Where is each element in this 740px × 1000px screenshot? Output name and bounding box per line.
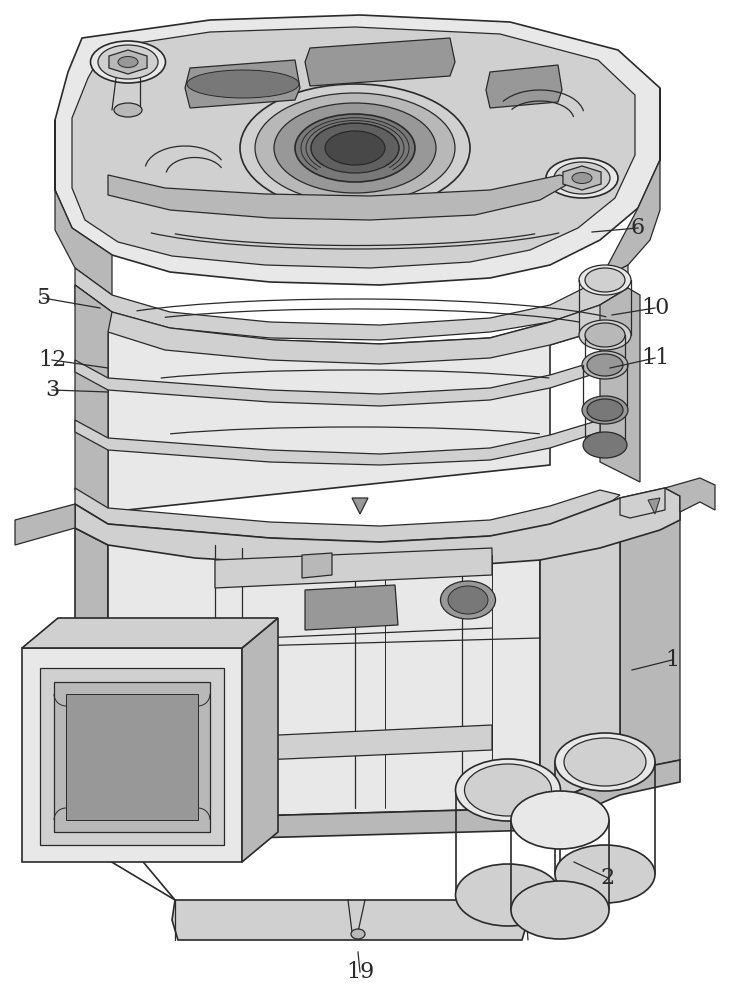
Polygon shape (75, 285, 112, 510)
Polygon shape (75, 285, 628, 364)
Polygon shape (486, 65, 562, 108)
Ellipse shape (583, 432, 627, 458)
Polygon shape (108, 175, 575, 220)
Text: 11: 11 (641, 347, 669, 369)
Polygon shape (302, 553, 332, 578)
Polygon shape (15, 504, 75, 545)
Text: 6: 6 (631, 217, 645, 239)
Polygon shape (109, 50, 147, 74)
Text: 19: 19 (346, 961, 374, 983)
Ellipse shape (118, 56, 138, 68)
Polygon shape (55, 120, 112, 295)
Ellipse shape (465, 764, 551, 816)
Ellipse shape (546, 158, 618, 198)
Polygon shape (215, 725, 492, 762)
Polygon shape (75, 488, 620, 542)
Ellipse shape (587, 399, 623, 421)
Polygon shape (66, 694, 198, 820)
Text: 5: 5 (36, 287, 50, 309)
Ellipse shape (564, 738, 646, 786)
Ellipse shape (456, 864, 560, 926)
Polygon shape (600, 88, 660, 280)
Ellipse shape (295, 114, 415, 182)
Polygon shape (352, 498, 368, 514)
Ellipse shape (255, 93, 455, 203)
Polygon shape (75, 528, 108, 820)
Polygon shape (242, 618, 278, 862)
Polygon shape (75, 265, 628, 340)
Ellipse shape (585, 268, 625, 292)
Polygon shape (172, 900, 528, 940)
Polygon shape (108, 545, 540, 820)
Ellipse shape (114, 103, 142, 117)
Ellipse shape (587, 354, 623, 376)
Polygon shape (305, 38, 455, 86)
Ellipse shape (579, 320, 631, 350)
Polygon shape (305, 585, 398, 630)
Ellipse shape (572, 172, 592, 184)
Polygon shape (75, 488, 680, 568)
Ellipse shape (555, 845, 655, 903)
Ellipse shape (90, 41, 166, 83)
Text: 12: 12 (38, 349, 66, 371)
Ellipse shape (325, 131, 385, 165)
Ellipse shape (582, 396, 628, 424)
Polygon shape (215, 548, 492, 588)
Polygon shape (620, 488, 665, 518)
Text: 2: 2 (601, 867, 615, 889)
Ellipse shape (440, 581, 496, 619)
Ellipse shape (554, 162, 610, 194)
Ellipse shape (240, 84, 470, 212)
Ellipse shape (351, 929, 365, 939)
Ellipse shape (582, 351, 628, 379)
Ellipse shape (456, 759, 560, 821)
Polygon shape (22, 648, 242, 862)
Ellipse shape (579, 265, 631, 295)
Ellipse shape (511, 881, 609, 939)
Polygon shape (540, 498, 620, 808)
Ellipse shape (98, 45, 158, 79)
Polygon shape (665, 478, 715, 512)
Ellipse shape (511, 791, 609, 849)
Polygon shape (22, 618, 278, 648)
Ellipse shape (555, 733, 655, 791)
Ellipse shape (311, 123, 399, 173)
Text: 1: 1 (665, 649, 679, 671)
Ellipse shape (187, 70, 299, 98)
Polygon shape (75, 360, 600, 406)
Text: 10: 10 (641, 297, 669, 319)
Polygon shape (54, 682, 210, 832)
Polygon shape (40, 668, 224, 845)
Ellipse shape (585, 323, 625, 347)
Polygon shape (185, 60, 300, 108)
Polygon shape (620, 496, 680, 772)
Polygon shape (563, 166, 601, 190)
Polygon shape (108, 305, 600, 512)
Text: 3: 3 (45, 379, 59, 401)
Polygon shape (648, 498, 660, 514)
Ellipse shape (274, 103, 436, 193)
Ellipse shape (448, 586, 488, 614)
Polygon shape (75, 420, 600, 465)
Polygon shape (600, 288, 640, 482)
Polygon shape (55, 15, 660, 285)
Polygon shape (72, 27, 635, 268)
Polygon shape (75, 760, 680, 842)
